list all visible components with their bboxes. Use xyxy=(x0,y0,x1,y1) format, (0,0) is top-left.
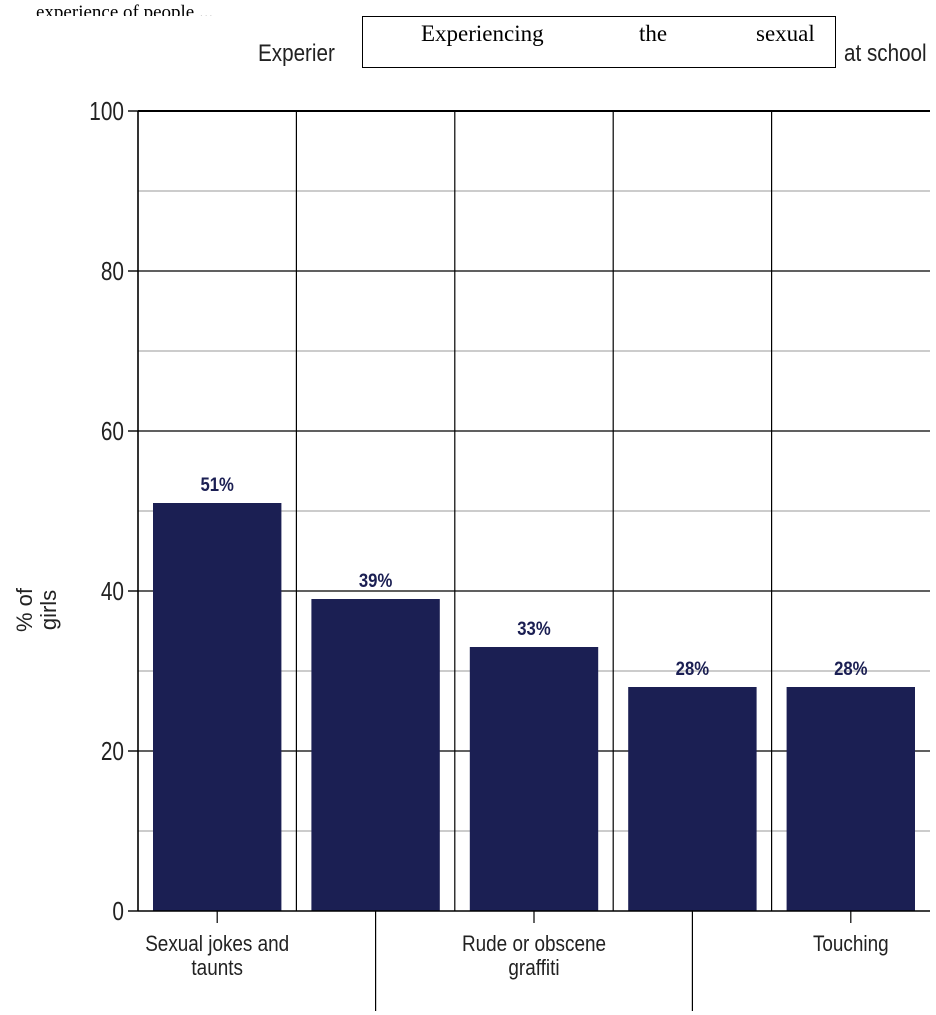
y-tick-label: 40 xyxy=(101,577,124,606)
overlay-word-2: the xyxy=(639,21,667,47)
bar xyxy=(470,647,598,911)
bar xyxy=(311,599,439,911)
bar xyxy=(628,687,756,911)
y-tick-label: 0 xyxy=(112,897,124,926)
y-axis-title: % of girls xyxy=(12,587,61,632)
y-tick-label: 60 xyxy=(101,417,124,446)
y-tick-label: 100 xyxy=(89,97,124,126)
x-tick-label: graffiti xyxy=(508,956,559,981)
data-label: 39% xyxy=(359,570,393,591)
data-label: 33% xyxy=(517,618,551,639)
data-label: 28% xyxy=(676,658,710,679)
overlay-word-1: Experiencing xyxy=(421,21,544,47)
x-tick-label: Touching xyxy=(813,932,889,957)
y-tick-label: 20 xyxy=(101,737,124,766)
data-label: 28% xyxy=(834,658,868,679)
bar xyxy=(153,503,281,911)
x-tick-label: Sexual jokes and xyxy=(145,932,289,957)
y-axis-title-line: % of xyxy=(12,587,37,632)
data-label: 51% xyxy=(200,474,234,495)
x-tick-label: taunts xyxy=(191,956,243,981)
overlay-word-3: sexual xyxy=(756,21,815,47)
overlay-text-box: Experiencing the sexual xyxy=(362,16,836,68)
x-tick-label: Rude or obscene xyxy=(462,932,606,957)
y-tick-label: 80 xyxy=(101,257,124,286)
bar xyxy=(787,687,915,911)
y-axis-title-line: girls xyxy=(36,590,61,630)
